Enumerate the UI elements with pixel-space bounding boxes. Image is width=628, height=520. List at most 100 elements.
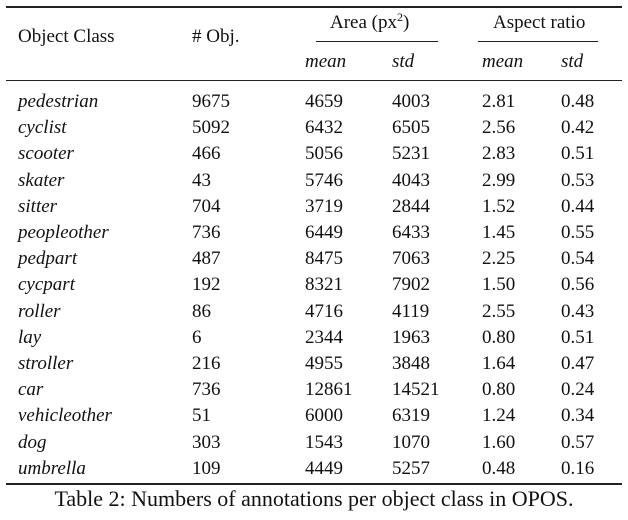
bottom-rule <box>6 483 622 485</box>
cell-ar-mean: 1.64 <box>482 353 516 374</box>
table-caption: Table 2: Numbers of annotations per obje… <box>54 486 574 511</box>
cell-ar-mean: 2.56 <box>482 117 516 139</box>
cell-ar-mean: 2.83 <box>482 143 516 165</box>
cell-ar-mean: 0.80 <box>482 326 516 348</box>
cell-ar-std: 0.56 <box>561 274 595 296</box>
cell-num-obj: 487 <box>192 248 221 270</box>
cell-area-mean: 1543 <box>305 431 343 453</box>
cell-object-class: cyclist <box>18 117 67 139</box>
cell-ar-std: 0.51 <box>561 143 595 165</box>
header-area-mean: mean <box>305 51 347 72</box>
header-aspect-group: Aspect ratio <box>493 12 586 33</box>
cell-ar-std: 0.47 <box>561 353 595 374</box>
cell-area-mean: 6432 <box>305 117 343 139</box>
cell-num-obj: 704 <box>192 195 221 217</box>
cell-ar-std: 0.54 <box>561 248 595 270</box>
cell-ar-std: 0.24 <box>561 379 595 401</box>
cell-ar-mean: 1.24 <box>482 405 516 427</box>
cell-area-std: 5257 <box>392 457 430 479</box>
header-area-group: Area (px2) <box>330 10 409 36</box>
cell-num-obj: 303 <box>192 431 221 453</box>
cell-area-mean: 8321 <box>305 274 343 296</box>
cell-area-mean: 8475 <box>305 248 343 270</box>
cell-ar-mean: 0.80 <box>482 379 516 401</box>
cell-object-class: scooter <box>18 143 74 165</box>
cell-object-class: roller <box>18 300 61 322</box>
cell-ar-mean: 1.50 <box>482 274 516 296</box>
cell-ar-mean: 2.81 <box>482 91 516 112</box>
cell-ar-mean: 2.99 <box>482 169 516 191</box>
cell-ar-std: 0.57 <box>561 431 595 453</box>
aspect-group-rule <box>478 41 598 42</box>
cell-area-std: 1963 <box>392 326 430 348</box>
cell-object-class: pedpart <box>18 248 78 270</box>
cell-object-class: dog <box>18 431 47 453</box>
cell-num-obj: 736 <box>192 222 221 243</box>
header-area-sup: 2 <box>397 10 403 24</box>
header-object-class: Object Class <box>18 26 115 47</box>
cell-ar-std: 0.16 <box>561 457 595 479</box>
header-area-close: ) <box>403 12 410 33</box>
cell-ar-mean: 2.25 <box>482 248 516 270</box>
cell-object-class: cycpart <box>18 274 75 296</box>
cell-object-class: sitter <box>18 195 58 217</box>
cell-ar-std: 0.53 <box>561 169 595 191</box>
cell-num-obj: 43 <box>192 169 211 191</box>
cell-object-class: vehicleother <box>18 405 112 427</box>
cell-object-class: peopleother <box>18 222 109 243</box>
cell-object-class: umbrella <box>18 457 86 479</box>
cell-area-std: 14521 <box>392 379 440 401</box>
cell-ar-std: 0.55 <box>561 222 595 243</box>
header-ar-std: std <box>561 51 584 72</box>
cell-object-class: car <box>18 379 44 401</box>
header-area-std: std <box>392 51 415 72</box>
cell-num-obj: 51 <box>192 405 211 427</box>
cell-area-std: 5231 <box>392 143 430 165</box>
cell-object-class: stroller <box>18 353 74 374</box>
header-area-text: Area (px <box>330 12 397 33</box>
cell-num-obj: 86 <box>192 300 211 322</box>
cell-ar-std: 0.43 <box>561 300 595 322</box>
cell-num-obj: 192 <box>192 274 221 296</box>
cell-area-std: 6319 <box>392 405 430 427</box>
cell-ar-mean: 1.60 <box>482 431 516 453</box>
cell-area-mean: 4716 <box>305 300 343 322</box>
cell-area-std: 2844 <box>392 195 430 217</box>
cell-ar-mean: 1.52 <box>482 195 516 217</box>
cell-ar-std: 0.34 <box>561 405 595 427</box>
cell-object-class: skater <box>18 169 65 191</box>
cell-num-obj: 9675 <box>192 91 230 112</box>
cell-area-mean: 4449 <box>305 457 343 479</box>
area-group-rule <box>316 41 438 42</box>
cell-area-mean: 12861 <box>305 379 353 401</box>
cell-num-obj: 6 <box>192 326 202 348</box>
cell-area-mean: 4659 <box>305 91 343 112</box>
cell-area-std: 4003 <box>392 91 430 112</box>
cell-area-std: 6505 <box>392 117 430 139</box>
cell-area-mean: 6449 <box>305 222 343 243</box>
cell-object-class: pedestrian <box>18 91 99 112</box>
cell-ar-std: 0.44 <box>561 195 595 217</box>
cell-area-std: 1070 <box>392 431 430 453</box>
cell-num-obj: 109 <box>192 457 221 479</box>
cell-area-mean: 5746 <box>305 169 343 191</box>
cell-ar-mean: 2.55 <box>482 300 516 322</box>
header-rule <box>6 80 622 81</box>
cell-ar-mean: 0.48 <box>482 457 516 479</box>
cell-area-std: 4119 <box>392 300 430 322</box>
cell-num-obj: 466 <box>192 143 221 165</box>
cell-area-mean: 4955 <box>305 353 343 374</box>
cell-num-obj: 736 <box>192 379 221 401</box>
cell-area-std: 3848 <box>392 353 430 374</box>
top-rule <box>6 6 622 8</box>
cell-area-std: 7063 <box>392 248 430 270</box>
cell-area-std: 4043 <box>392 169 430 191</box>
cell-num-obj: 5092 <box>192 117 230 139</box>
cell-num-obj: 216 <box>192 353 221 374</box>
cell-area-mean: 5056 <box>305 143 343 165</box>
cell-ar-std: 0.42 <box>561 117 595 139</box>
cell-object-class: lay <box>18 326 42 348</box>
cell-ar-mean: 1.45 <box>482 222 516 243</box>
header-ar-mean: mean <box>482 51 524 72</box>
